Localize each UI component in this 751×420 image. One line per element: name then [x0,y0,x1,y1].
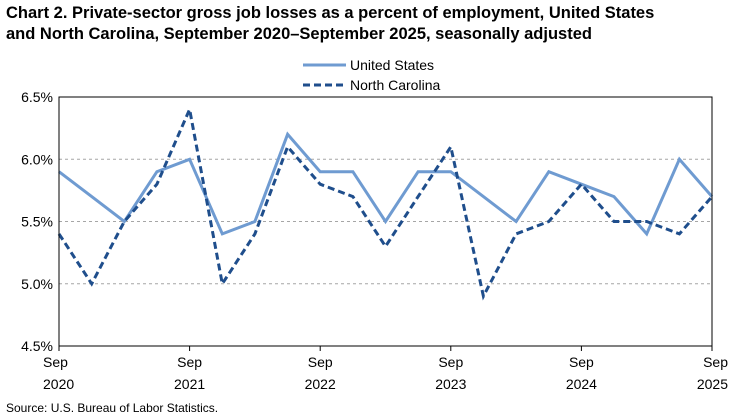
series-line-north-carolina [57,104,714,301]
chart-title: Chart 2. Private-sector gross job losses… [6,3,746,45]
legend-label: North Carolina [350,77,440,93]
x-tick-label-year: 2022 [305,376,336,392]
y-tick-label: 6.5% [21,89,53,105]
x-tick-label-year: 2021 [174,376,205,392]
y-tick-label: 4.5% [21,338,53,354]
chart-title-line-1: Chart 2. Private-sector gross job losses… [6,4,655,22]
x-tick-label-month: Sep [569,354,594,370]
x-tick-label-month: Sep [438,354,463,370]
chart-title-line-2: and North Carolina, September 2020–Septe… [6,25,592,43]
x-tick-label-year: 2024 [566,376,597,392]
plot-area-border [58,96,713,347]
y-tick-label: 5.5% [21,214,53,230]
x-tick-label-month: Sep [43,354,68,370]
series-lines [57,104,714,301]
x-tick-label-month: Sep [177,354,202,370]
y-tick-label: 5.0% [21,276,53,292]
x-tick-label-year: 2025 [697,376,728,392]
y-tick-label: 6.0% [21,151,53,167]
legend-label: United States [350,57,434,73]
series-line-united-states [58,131,714,237]
source-note: Source: U.S. Bureau of Labor Statistics. [6,401,219,415]
x-tick-label-year: 2020 [43,376,74,392]
y-axis-tick-labels: 4.5% 5.0% 5.5% 6.0% 6.5% [21,89,53,354]
x-tick-label-year: 2023 [435,376,466,392]
x-tick-label-month: Sep [703,354,728,370]
legend: United States North Carolina [303,57,440,93]
x-axis-tick-labels: Sep 2020 Sep 2021 Sep 2022 Sep 2023 Sep 2024 Sep 20… [43,346,728,392]
x-tick-label-month: Sep [308,354,333,370]
